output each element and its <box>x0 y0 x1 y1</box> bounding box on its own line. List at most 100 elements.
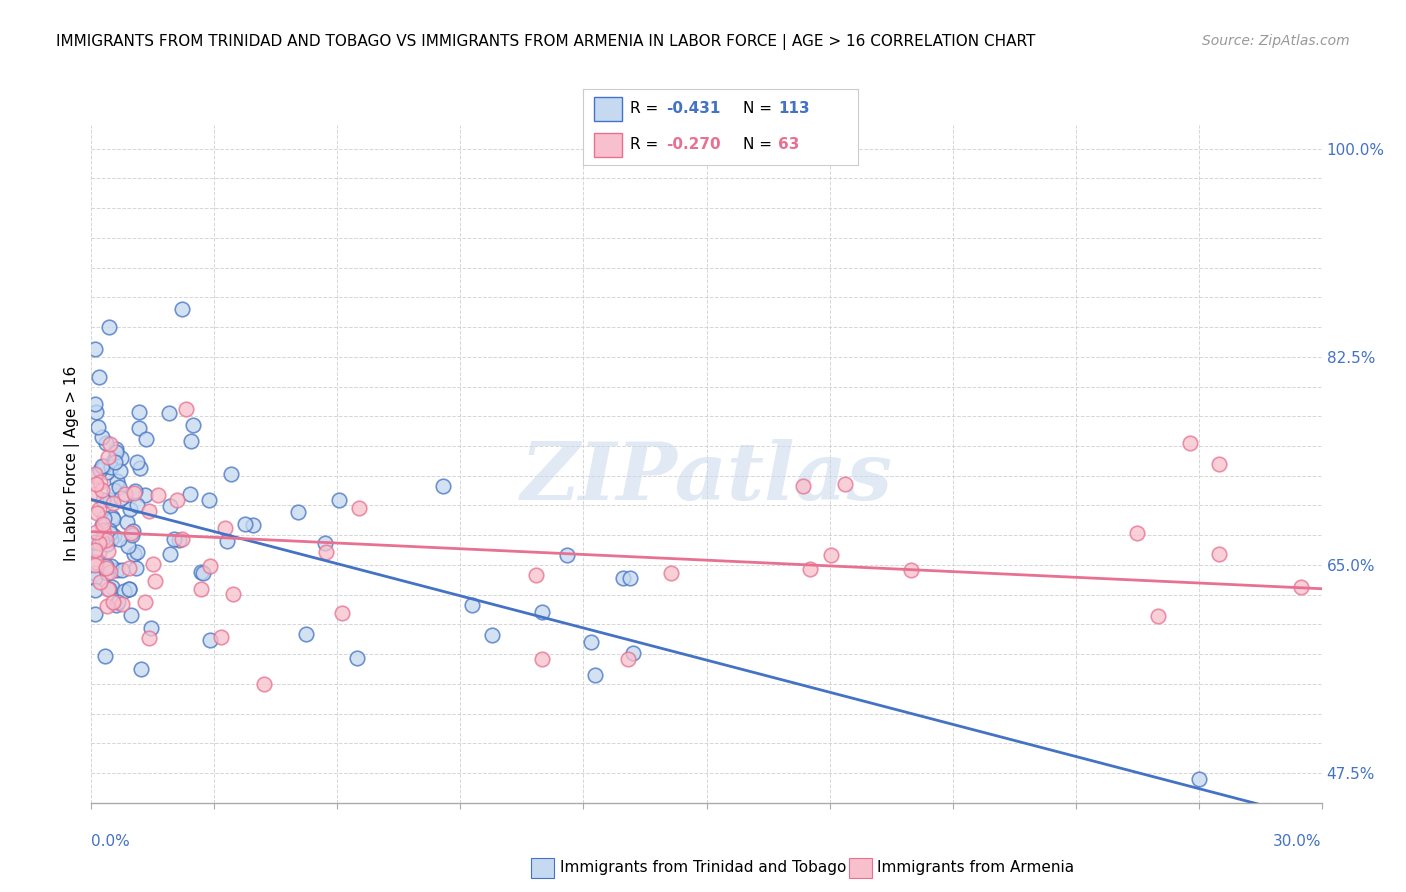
Point <box>94 533 117 548</box>
Point <box>100 460 122 475</box>
Point <box>101 509 124 524</box>
Point <box>105 475 128 489</box>
Point <box>134 488 156 502</box>
Point <box>332 606 354 620</box>
Text: 0.0%: 0.0% <box>91 834 131 848</box>
Point <box>97 544 120 558</box>
Point <box>87 536 110 550</box>
Point <box>190 565 212 579</box>
Point <box>118 582 141 596</box>
Point <box>98 493 121 508</box>
Point <box>89 475 111 490</box>
Point <box>170 532 193 546</box>
Point <box>145 574 167 588</box>
Text: 113: 113 <box>778 101 810 116</box>
Point <box>111 563 134 577</box>
Point <box>84 535 107 549</box>
Point <box>1208 548 1230 562</box>
Point <box>103 453 125 467</box>
Text: -0.431: -0.431 <box>666 101 720 116</box>
Point <box>1187 772 1209 786</box>
Point <box>100 558 122 573</box>
Point <box>183 417 205 432</box>
Point <box>84 543 107 558</box>
Point <box>792 479 814 493</box>
Point <box>346 650 368 665</box>
Point <box>100 533 122 547</box>
Point <box>103 529 125 543</box>
Point <box>583 667 606 681</box>
Point <box>820 548 842 562</box>
Point <box>612 571 634 585</box>
Point <box>104 455 127 469</box>
Point <box>139 621 162 635</box>
Point <box>96 465 118 479</box>
Y-axis label: In Labor Force | Age > 16: In Labor Force | Age > 16 <box>65 367 80 561</box>
Point <box>97 450 120 464</box>
Point <box>347 500 370 515</box>
Point <box>89 463 111 477</box>
Point <box>84 487 107 501</box>
Point <box>138 631 160 645</box>
Text: Immigrants from Trinidad and Tobago: Immigrants from Trinidad and Tobago <box>560 861 846 875</box>
Point <box>98 523 121 537</box>
Point <box>135 432 157 446</box>
Point <box>115 515 138 529</box>
Point <box>834 477 856 491</box>
Point <box>167 533 190 547</box>
Point <box>200 632 222 647</box>
Point <box>84 607 107 621</box>
Point <box>120 607 142 622</box>
Point <box>1126 525 1149 540</box>
Point <box>128 405 150 419</box>
Text: Source: ZipAtlas.com: Source: ZipAtlas.com <box>1202 34 1350 48</box>
Point <box>98 582 121 596</box>
Point <box>84 566 107 580</box>
Point <box>328 493 350 508</box>
Text: ZIPatlas: ZIPatlas <box>520 439 893 516</box>
Point <box>125 455 148 469</box>
Point <box>617 652 640 666</box>
Point <box>96 435 118 450</box>
Point <box>93 459 115 474</box>
Point <box>579 635 602 649</box>
Point <box>103 483 125 497</box>
Point <box>97 319 120 334</box>
Point <box>101 512 124 526</box>
Point <box>118 582 141 596</box>
Point <box>84 476 107 491</box>
Point <box>87 501 110 516</box>
Point <box>166 493 188 508</box>
Point <box>531 605 554 619</box>
Text: 30.0%: 30.0% <box>1274 834 1322 848</box>
Bar <box>595 97 621 121</box>
Point <box>233 517 256 532</box>
Point <box>107 532 129 546</box>
Point <box>1289 580 1312 594</box>
Point <box>96 536 118 550</box>
Point <box>900 563 922 577</box>
Point <box>107 564 129 578</box>
Point <box>84 468 107 483</box>
Point <box>198 558 221 573</box>
Point <box>90 458 112 473</box>
Point <box>107 595 129 609</box>
Point <box>214 521 236 535</box>
Text: 63: 63 <box>778 137 800 153</box>
Point <box>121 528 143 542</box>
Point <box>222 587 245 601</box>
Point <box>84 467 107 481</box>
Point <box>174 401 197 416</box>
Point <box>86 555 108 569</box>
Text: IMMIGRANTS FROM TRINIDAD AND TOBAGO VS IMMIGRANTS FROM ARMENIA IN LABOR FORCE | : IMMIGRANTS FROM TRINIDAD AND TOBAGO VS I… <box>56 34 1036 50</box>
Point <box>138 504 160 518</box>
Point <box>180 434 202 449</box>
Point <box>93 511 115 525</box>
Point <box>157 406 180 420</box>
Point <box>90 518 112 533</box>
Point <box>110 464 132 478</box>
Point <box>242 517 264 532</box>
Text: N =: N = <box>742 101 776 116</box>
Point <box>93 649 115 664</box>
Point <box>294 627 316 641</box>
